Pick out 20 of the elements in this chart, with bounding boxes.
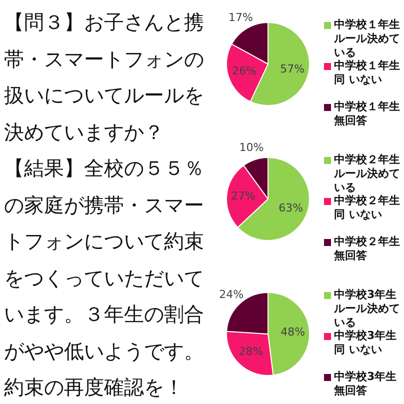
text: 【結果】全校の５５％の家庭が携帯・スマートフォンについて約束をつくっていただいています。３年生の割合がやや低いようです。約束の再度確認を！ xyxy=(4,155,205,401)
legend-label: 中学校3年生無回答 xyxy=(334,370,398,398)
data-label: 48% xyxy=(280,325,306,338)
data-label: 10% xyxy=(239,140,264,154)
legend-label: 中学校２年生無回答 xyxy=(334,235,401,263)
legend-label: 中学校3年生ルール決めている xyxy=(334,288,401,330)
legend-label: 中学校２年生ルール決めている xyxy=(334,153,401,194)
legend-label: 中学校１年生ルール決めている xyxy=(334,18,401,60)
data-label: 17% xyxy=(228,10,253,24)
data-label: 63% xyxy=(278,202,304,215)
legend-label: 中学校１年生同 いない xyxy=(334,59,401,87)
legend-label: 中学校２年生同 いない xyxy=(334,194,401,222)
legend-label: 中学校3年生同 いない xyxy=(334,329,398,357)
data-label: 26% xyxy=(232,64,257,78)
legend-label: 中学校１年生無回答 xyxy=(334,100,401,128)
data-label: 57% xyxy=(280,62,305,76)
data-label: 28% xyxy=(238,345,264,358)
data-label: 24% xyxy=(219,288,244,301)
text: 【問３】お子さんと携帯・スマートフォンの扱いについてルールを決めていますか？ xyxy=(4,9,205,146)
data-label: 27% xyxy=(230,190,256,203)
